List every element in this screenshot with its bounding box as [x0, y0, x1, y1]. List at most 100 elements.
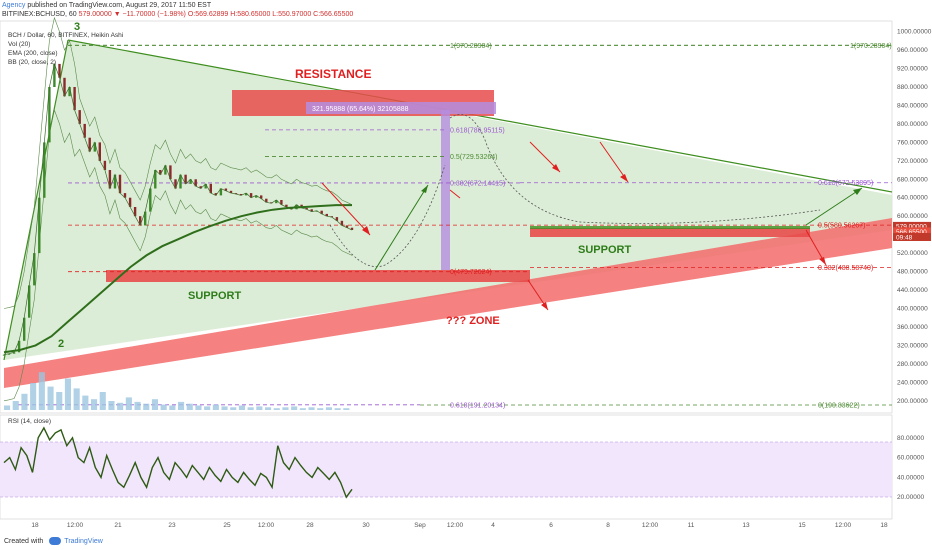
price-candle — [244, 193, 248, 196]
resistance-label: RESISTANCE — [295, 67, 371, 81]
price-candle — [83, 123, 86, 138]
publisher-name[interactable]: Agency — [2, 2, 26, 9]
x-tick-label: 12:00 — [258, 522, 275, 529]
rsi-legend[interactable]: RSI (14, close) — [8, 418, 51, 425]
price-candle — [315, 210, 318, 212]
bb-lower — [3, 109, 353, 402]
price-candle — [189, 179, 192, 184]
y-tick-label: 760.00000 — [897, 139, 928, 146]
price-candle — [144, 211, 147, 226]
volume-bar — [343, 408, 350, 410]
publish-info: Agency published on TradingView.com, Aug… — [2, 1, 211, 10]
y-tick-label: 400.00000 — [897, 305, 928, 312]
ema-line — [3, 204, 352, 354]
x-tick-label: 23 — [168, 522, 176, 529]
price-candle — [108, 170, 112, 189]
volume-bar — [151, 399, 158, 410]
volume-bar — [334, 408, 341, 410]
price-candle — [239, 194, 243, 196]
volume-bar — [56, 392, 63, 410]
price-candle — [123, 193, 127, 198]
price-tag: 579.00000 — [896, 223, 927, 230]
triangle-left-edge — [3, 39, 69, 361]
price-candle — [219, 188, 223, 196]
projection-path-2 — [449, 114, 821, 224]
price-candle — [53, 63, 56, 87]
support-box-right — [530, 228, 810, 237]
volume-bar — [117, 402, 124, 410]
fib-label: 0.5(729.53264) — [450, 154, 497, 161]
tradingview-logo[interactable]: TradingView — [49, 537, 103, 545]
measure-label-box — [306, 102, 496, 114]
fib-label: 0.382(488.58740) — [818, 265, 873, 272]
volume-bar — [125, 397, 132, 410]
ohlc-values: O:569.62899 H:580.65000 L:550.97000 C:56… — [187, 11, 354, 18]
fib-label: 0.5(580.56267) — [818, 223, 865, 230]
price-candle — [154, 170, 157, 189]
legend-volume[interactable]: Vol (20) — [8, 41, 31, 48]
volume-bar — [230, 407, 237, 410]
price-candle — [2, 354, 6, 356]
price-candle — [179, 174, 182, 189]
volume-bar — [108, 401, 115, 410]
fib-label: 0.618(191.20134) — [450, 402, 505, 409]
volume-bar — [82, 395, 89, 410]
x-tick-label: 6 — [549, 522, 553, 529]
y-tick-label: 240.00000 — [897, 379, 928, 386]
price-candle — [214, 193, 217, 196]
price-candle — [73, 87, 76, 111]
volume-bar — [299, 408, 306, 410]
price-axis[interactable]: 1000.00000 960.00000 920.00000 880.00000 840… — [897, 29, 932, 405]
fib-label: 1(970.28904) — [450, 43, 492, 50]
price-candle — [93, 142, 96, 152]
volume-bar — [204, 406, 211, 410]
rsi-tick-label: 80.00000 — [897, 435, 924, 442]
y-tick-label: 200.00000 — [897, 398, 928, 405]
price-candle — [58, 63, 61, 78]
x-tick-label: 15 — [798, 522, 806, 529]
price-candle — [7, 353, 11, 355]
legend-ema[interactable]: EMA (200, close) — [8, 50, 58, 57]
volume-bar — [212, 404, 219, 410]
price-candle — [128, 197, 132, 207]
x-tick-label: 12:00 — [835, 522, 852, 529]
rsi-tick-label: 40.00000 — [897, 474, 924, 481]
x-tick-label: 28 — [306, 522, 314, 529]
price-tag-bg — [893, 227, 931, 236]
volume-bar — [178, 401, 185, 410]
y-tick-label: 720.00000 — [897, 158, 928, 165]
volume-bar — [195, 405, 202, 410]
price-tag-bg — [893, 221, 931, 230]
y-tick-label: 440.00000 — [897, 287, 928, 294]
x-tick-label: 21 — [114, 522, 122, 529]
fib-label: 0(190.83622) — [818, 403, 860, 410]
rsi-axis: 80.00000 60.00000 40.00000 20.00000 — [897, 435, 924, 501]
price-candle — [139, 216, 142, 226]
price-change: ▼ −11.70000 (−1.98%) — [113, 11, 186, 18]
price-candle — [133, 207, 137, 217]
price-candle — [113, 174, 117, 189]
wave-3-label: 3 — [74, 21, 80, 33]
fib-levels: 1(970.28904) 1(970.28904) 0.618(786.95115)… — [18, 43, 892, 410]
price-candle — [164, 165, 167, 175]
legend-bb[interactable]: BB (20, close, 2) — [8, 59, 57, 66]
volume-bar — [325, 407, 332, 410]
time-axis[interactable]: 18 12:00 21 23 25 12:00 28 30 Sep 12:00 4 6 8 12:00 11… — [31, 522, 888, 529]
price-candle — [38, 197, 41, 254]
rsi-tick-label: 60.00000 — [897, 455, 924, 462]
fib-label: 0.618(786.95115) — [450, 127, 505, 134]
rsi-path — [3, 426, 353, 499]
fib-label: 0(479.72624) — [450, 269, 492, 276]
symbol-name: BITFINEX:BCHUSD, 60 — [2, 11, 77, 18]
zone-label: ??? ZONE — [446, 315, 500, 327]
legend-symbol[interactable]: BCH / Dollar, 60, BITFINEX, Heikin Ashi — [8, 32, 124, 39]
price-candle — [159, 170, 162, 175]
fib-label: 0.618(672.53895) — [818, 180, 873, 187]
volume-bar — [134, 401, 141, 410]
projection-arrows — [321, 141, 863, 311]
volume-bar — [12, 401, 19, 410]
price-candle — [204, 183, 207, 189]
volume-bar — [238, 405, 245, 410]
rsi-line — [3, 426, 353, 499]
